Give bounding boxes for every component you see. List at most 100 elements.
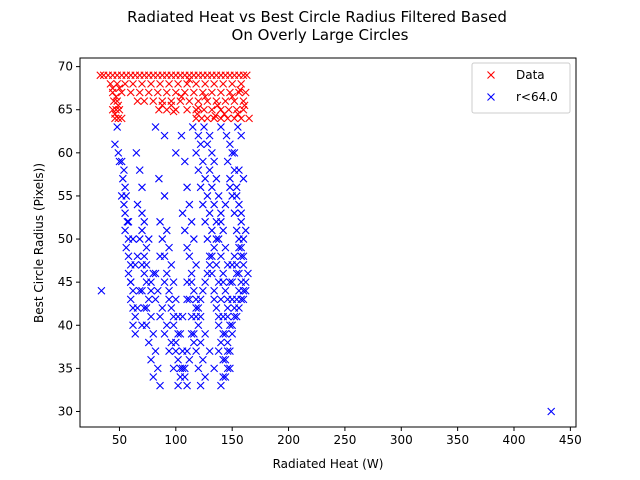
filtered-data-point	[140, 252, 149, 261]
filtered-data-point	[165, 347, 173, 356]
data-point	[96, 71, 105, 80]
filtered-data-point	[138, 286, 146, 295]
filtered-data-point	[165, 295, 173, 304]
filtered-data-point	[121, 183, 129, 192]
filtered-data-point	[183, 243, 191, 252]
filtered-data-point	[187, 217, 196, 226]
data-point	[228, 79, 237, 88]
data-point	[117, 88, 126, 97]
filtered-data-point	[167, 338, 176, 347]
filtered-data-point	[230, 252, 239, 261]
x-tick-label: 150	[221, 433, 244, 447]
filtered-data-point	[131, 261, 140, 269]
y-tick-label: 40	[58, 318, 73, 332]
x-tick-label: 400	[503, 433, 526, 447]
filtered-data-point	[185, 355, 194, 364]
filtered-data-point	[237, 217, 246, 226]
filtered-data-point	[115, 157, 124, 166]
data-point	[149, 97, 158, 105]
data-point	[233, 110, 242, 118]
data-point	[112, 92, 120, 101]
filtered-data-point	[97, 286, 106, 295]
filtered-data-point	[212, 304, 221, 312]
filtered-data-point	[217, 209, 225, 218]
filtered-data-point	[547, 407, 556, 416]
plot-area-frame	[79, 57, 577, 428]
filtered-data-point	[180, 226, 189, 235]
legend-box	[471, 62, 571, 114]
x-tick-label: 50	[112, 433, 127, 447]
filtered-data-point	[167, 304, 176, 312]
filtered-data-point	[217, 295, 225, 304]
filtered-data-point	[221, 329, 230, 338]
filtered-data-point	[149, 329, 158, 338]
filtered-data-point	[223, 157, 232, 166]
filtered-data-point	[178, 364, 187, 373]
filtered-data-point	[223, 304, 232, 312]
filtered-data-point	[239, 286, 248, 295]
filtered-data-point	[169, 278, 178, 287]
data-point	[156, 79, 164, 88]
x-tick-label: 100	[164, 433, 187, 447]
data-point	[162, 88, 171, 97]
filtered-data-point	[187, 329, 196, 338]
data-point	[201, 79, 210, 88]
plot-marks	[96, 71, 556, 416]
filtered-data-point	[180, 373, 189, 381]
filtered-data-point	[185, 200, 194, 209]
filtered-data-point	[156, 252, 164, 261]
filtered-data-point	[192, 148, 200, 157]
filtered-data-point	[221, 200, 230, 209]
filtered-data-point	[156, 217, 164, 226]
filtered-data-point	[162, 269, 171, 278]
filtered-data-point	[138, 209, 146, 218]
data-point	[210, 79, 219, 88]
data-point	[221, 97, 230, 105]
filtered-data-point	[196, 140, 205, 149]
filtered-data-point	[129, 235, 137, 243]
filtered-data-point	[144, 295, 153, 304]
filtered-data-point	[192, 304, 200, 312]
filtered-data-point	[122, 243, 131, 252]
data-point	[217, 114, 225, 123]
filtered-data-point	[142, 243, 151, 252]
data-point	[165, 79, 173, 88]
filtered-data-point	[212, 261, 221, 269]
filtered-data-point	[147, 355, 155, 364]
filtered-data-point	[210, 200, 219, 209]
filtered-data-point	[187, 278, 196, 287]
filtered-data-point	[226, 278, 234, 287]
filtered-data-point	[174, 355, 182, 364]
filtered-data-point	[196, 295, 205, 304]
filtered-data-point	[235, 304, 243, 312]
filtered-data-point	[162, 226, 171, 235]
filtered-data-point	[132, 148, 141, 157]
data-point	[230, 97, 239, 105]
data-point	[203, 97, 212, 105]
data-point	[236, 86, 244, 94]
y-tick-label: 65	[58, 103, 73, 117]
filtered-data-point	[228, 278, 237, 287]
filtered-data-point	[158, 235, 167, 243]
data-point	[240, 101, 249, 110]
data-point	[106, 79, 115, 88]
filtered-data-point	[169, 321, 178, 330]
filtered-data-point	[232, 226, 241, 235]
filtered-data-point	[232, 269, 241, 278]
filtered-data-point	[135, 286, 144, 295]
filtered-data-point	[201, 373, 210, 381]
filtered-data-point	[187, 269, 196, 278]
filtered-data-point	[121, 226, 129, 235]
filtered-data-point	[237, 252, 246, 261]
filtered-data-point	[239, 261, 248, 269]
x-tick-label: 250	[333, 433, 356, 447]
data-point	[167, 101, 176, 110]
filtered-data-point	[232, 183, 241, 192]
filtered-data-point	[221, 286, 230, 295]
y-tick-label: 55	[58, 189, 73, 203]
legend-marker	[487, 93, 495, 101]
filtered-data-point	[226, 364, 234, 373]
data-point	[210, 114, 219, 123]
data-point	[183, 79, 191, 88]
data-point	[217, 105, 225, 114]
